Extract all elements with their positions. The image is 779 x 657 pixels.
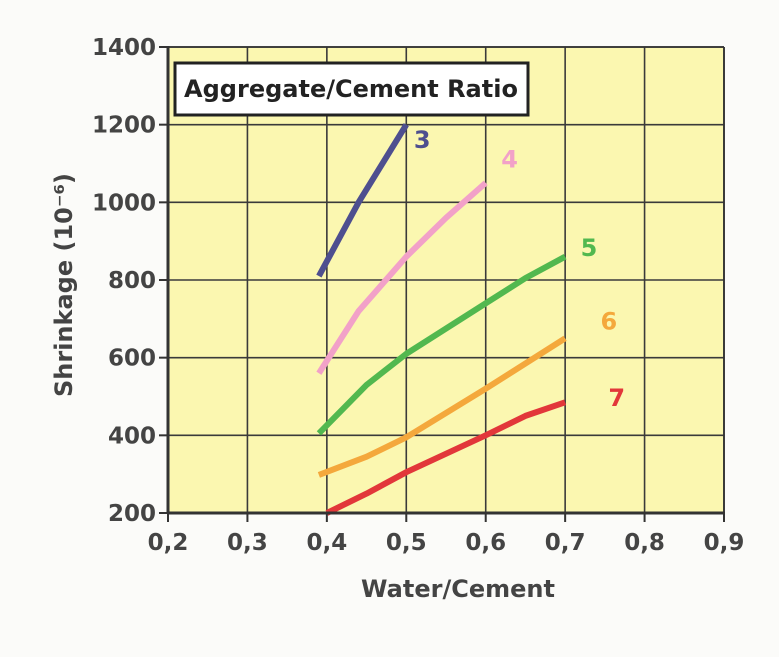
x-axis-title: Water/Cement xyxy=(361,575,555,603)
x-tick-label: 0,3 xyxy=(227,530,268,556)
y-tick-label: 400 xyxy=(108,423,156,449)
x-tick-label: 0,2 xyxy=(148,530,189,556)
x-tick-label: 0,9 xyxy=(704,530,745,556)
y-tick-label: 800 xyxy=(108,268,156,294)
series-line-6 xyxy=(317,335,567,478)
series-label-7: 7 xyxy=(608,384,625,412)
series-line-4 xyxy=(316,180,488,375)
x-tick-label: 0,6 xyxy=(465,530,506,556)
series-label-4: 4 xyxy=(501,145,518,173)
series-line-7 xyxy=(325,399,567,516)
y-tick-label: 200 xyxy=(108,501,156,527)
series-label-3: 3 xyxy=(414,126,431,154)
series-line-5 xyxy=(316,254,567,436)
y-axis-title: Shrinkage (10⁻⁶) xyxy=(50,173,78,397)
legend-box-frame xyxy=(173,61,530,117)
x-tick-label: 0,5 xyxy=(386,530,427,556)
axes: 200 400 600 800 1000 1200 1400 0,2 0,3 0,4 0,5 0,6 0… xyxy=(92,35,744,556)
x-tick-label: 0,4 xyxy=(306,530,347,556)
x-tick-label: 0,8 xyxy=(624,530,665,556)
y-tick-label: 1200 xyxy=(92,113,156,139)
series-line-3 xyxy=(316,123,409,278)
legend-box: Aggregate/Cement Ratio xyxy=(173,61,530,117)
series-lines: 3 4 5 6 7 xyxy=(316,123,625,516)
y-tick-label: 600 xyxy=(108,346,156,372)
y-tick-label: 1400 xyxy=(92,35,156,61)
series-label-5: 5 xyxy=(581,234,598,262)
x-tick-label: 0,7 xyxy=(545,530,586,556)
series-label-6: 6 xyxy=(600,308,617,336)
legend-title: Aggregate/Cement Ratio xyxy=(184,75,518,103)
y-tick-label: 1000 xyxy=(92,190,156,216)
